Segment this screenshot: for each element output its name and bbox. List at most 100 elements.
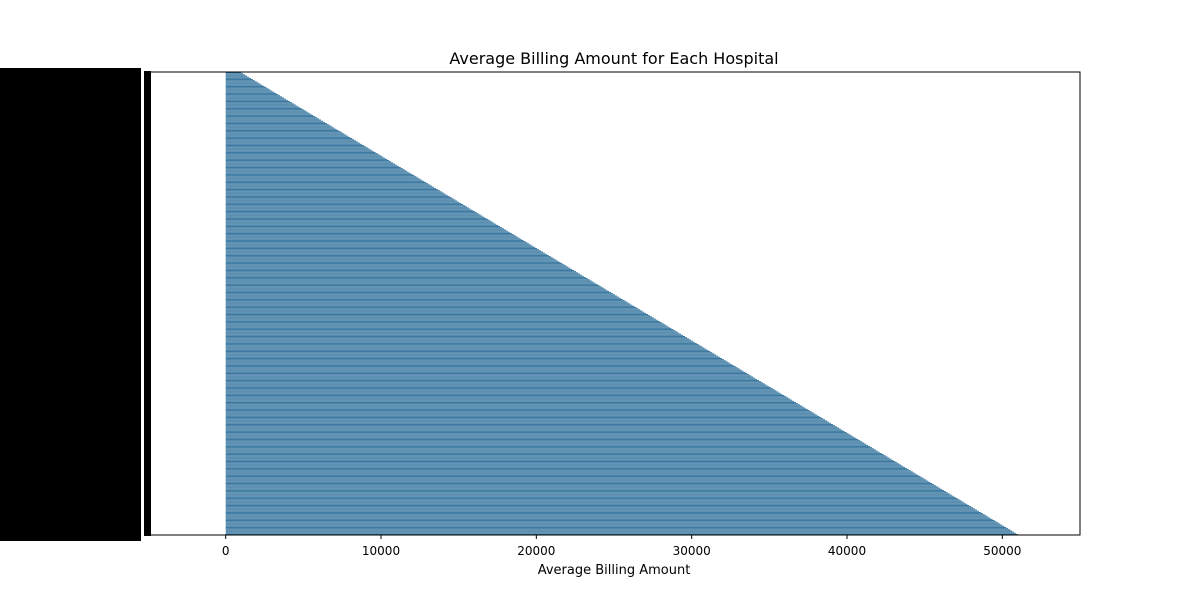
bar [225,513,983,515]
bar [225,430,845,432]
bar [225,194,448,196]
bar [225,480,929,482]
bar [225,257,553,259]
bar [225,120,323,122]
bar [225,165,399,167]
bar [225,508,976,510]
bar [225,442,865,444]
bar [225,481,931,483]
bar [225,151,376,153]
bar [225,255,549,256]
bar [225,215,483,217]
bar [225,197,452,199]
bar [225,327,672,329]
bar [225,364,734,366]
bar [225,457,890,459]
bar [225,263,563,265]
bar [225,501,964,503]
bar [225,76,249,78]
bar [225,478,925,480]
bar [225,219,489,221]
bar [225,390,777,392]
bar [225,149,372,151]
bar [225,81,257,83]
bar [225,491,946,493]
bar [225,213,479,215]
bar [225,458,892,460]
bar [225,221,493,223]
category-labels-block [0,68,151,541]
bar [225,448,874,450]
bar [225,426,837,428]
bar [225,318,656,320]
bar [225,289,608,291]
bar [225,309,641,311]
bar [225,518,993,520]
bar [225,286,602,288]
bar [225,158,388,160]
bar [225,410,810,412]
bar [225,444,868,446]
bar [225,281,594,283]
bar [225,101,290,102]
bar [225,113,312,115]
bar [225,427,839,429]
bar [225,104,296,106]
bar [225,83,261,85]
chart-title: Average Billing Amount for Each Hospital [449,49,778,68]
bar [225,344,699,346]
bar [225,238,522,240]
bar [225,244,532,246]
bar [225,102,292,104]
bar [225,302,629,304]
bar [225,237,520,239]
bar [225,211,475,212]
bar [225,99,288,101]
bar [225,207,469,209]
bar [225,476,921,478]
bar [225,111,308,113]
bar [225,492,948,494]
bar [225,339,691,341]
bar [225,214,481,216]
bar [225,451,880,453]
bar [225,415,820,417]
bar [225,259,557,261]
bar [225,517,991,519]
bar [225,117,318,119]
bar [225,106,300,108]
bar [225,192,444,194]
bar [225,408,808,410]
bar [225,533,1018,535]
bar [225,439,859,440]
bar [225,110,306,112]
x-tick-label: 10000 [362,544,400,558]
bar [225,436,855,438]
bar [225,360,726,362]
bar [225,82,259,84]
bar [225,265,567,267]
bar [225,123,327,124]
bar [225,496,956,498]
bar [225,77,251,79]
bar [225,362,730,364]
bar [225,179,423,181]
bar [225,456,888,458]
bar [225,507,974,509]
bar [225,310,643,312]
bar [225,368,740,370]
bar [225,125,331,127]
bar [225,134,347,136]
bar [225,220,491,222]
bar [225,414,818,416]
bar [225,529,1011,531]
bar [225,404,800,406]
x-axis-label: Average Billing Amount [538,563,691,578]
bar [225,461,896,462]
bar [225,300,625,302]
bar [225,532,1016,534]
bar [225,118,320,120]
bar [225,222,495,224]
bar [225,275,584,277]
